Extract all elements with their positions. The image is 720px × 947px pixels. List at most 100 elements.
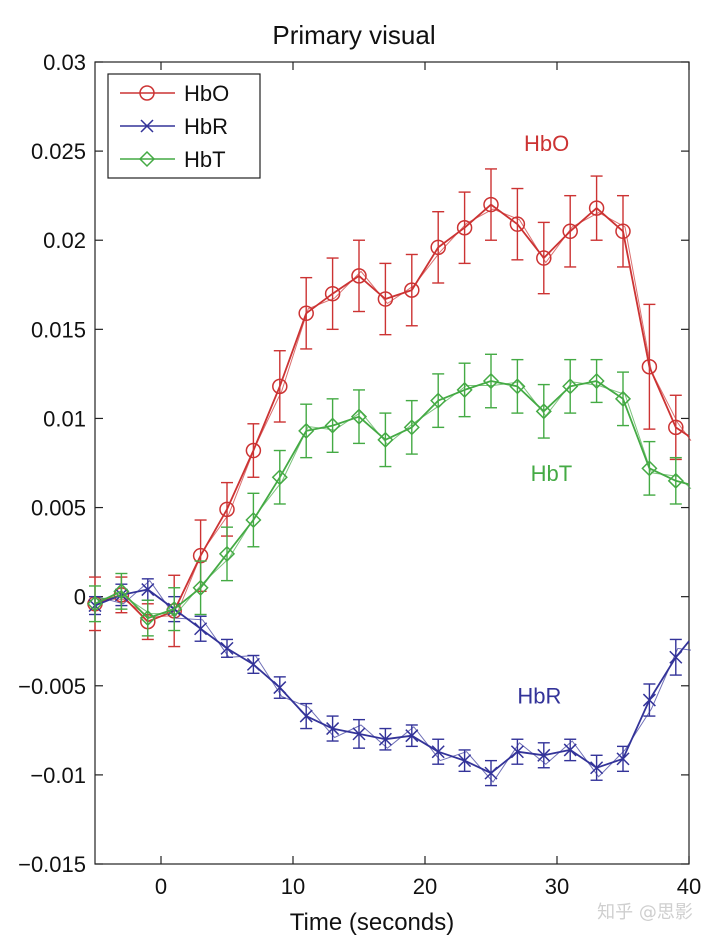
y-tick-label: 0.015 bbox=[31, 317, 86, 342]
series-line bbox=[94, 588, 690, 774]
data-point bbox=[641, 460, 658, 477]
data-point bbox=[245, 511, 262, 529]
y-tick-label: 0.02 bbox=[43, 228, 86, 253]
data-point bbox=[298, 422, 315, 439]
data-point bbox=[166, 601, 183, 618]
data-point bbox=[86, 595, 104, 612]
series-raw-trace bbox=[96, 381, 692, 615]
data-point bbox=[377, 431, 394, 448]
x-tick-label: 10 bbox=[281, 874, 305, 899]
legend-swatch-marker bbox=[140, 119, 154, 133]
data-point bbox=[324, 417, 341, 434]
data-point bbox=[272, 378, 288, 395]
series-line bbox=[94, 203, 690, 623]
legend-label: HbR bbox=[184, 114, 228, 139]
annotation-hbr: HbR bbox=[517, 684, 561, 709]
chart-title: Primary visual bbox=[272, 20, 435, 50]
data-point bbox=[482, 372, 500, 390]
data-point bbox=[377, 291, 394, 307]
legend-item-hbo: HbO bbox=[120, 81, 229, 106]
data-point bbox=[456, 219, 473, 236]
data-point bbox=[667, 472, 684, 489]
y-tick-label: 0.03 bbox=[43, 50, 86, 75]
data-point bbox=[219, 501, 235, 518]
data-point bbox=[405, 729, 419, 743]
data-point bbox=[194, 622, 208, 636]
data-point bbox=[271, 469, 288, 486]
data-point bbox=[430, 239, 446, 256]
data-point bbox=[245, 442, 262, 459]
y-tick-label: 0.005 bbox=[31, 496, 86, 521]
data-point bbox=[537, 748, 551, 762]
data-point bbox=[378, 732, 392, 746]
data-point bbox=[535, 403, 552, 420]
data-point bbox=[113, 583, 130, 600]
legend-label: HbO bbox=[184, 81, 229, 106]
data-point bbox=[141, 583, 155, 597]
data-point bbox=[509, 216, 526, 232]
plot-frame bbox=[94, 61, 690, 865]
data-point bbox=[669, 650, 683, 664]
data-point bbox=[403, 419, 420, 436]
data-point bbox=[299, 709, 313, 723]
data-point bbox=[431, 745, 445, 759]
x-tick-label: 0 bbox=[155, 874, 167, 899]
legend: HbO HbR HbT bbox=[107, 73, 261, 179]
data-point bbox=[298, 305, 314, 322]
x-tick-label: 20 bbox=[413, 874, 437, 899]
data-point bbox=[324, 285, 341, 302]
legend-swatch-marker bbox=[138, 150, 156, 168]
annotations: HbO HbR HbT bbox=[517, 131, 572, 708]
data-point bbox=[351, 268, 367, 284]
data-point bbox=[510, 745, 524, 759]
data-point bbox=[273, 681, 287, 695]
data-point bbox=[458, 754, 472, 768]
data-point bbox=[484, 766, 498, 780]
data-point bbox=[192, 579, 209, 596]
data-point bbox=[509, 378, 526, 395]
data-point bbox=[218, 545, 236, 562]
data-point bbox=[668, 419, 684, 436]
y-tick-label: 0 bbox=[74, 585, 86, 610]
series-hbt bbox=[86, 353, 692, 637]
data-point bbox=[456, 381, 473, 398]
data-point bbox=[588, 372, 605, 390]
x-tick-label: 30 bbox=[545, 874, 569, 899]
y-tick-label: 0.01 bbox=[43, 406, 86, 431]
data-point bbox=[588, 200, 605, 216]
y-tick-label: 0.025 bbox=[31, 139, 86, 164]
y-tick-label: −0.005 bbox=[18, 674, 86, 699]
data-point bbox=[562, 223, 578, 240]
data-point bbox=[614, 390, 632, 407]
data-point bbox=[350, 408, 368, 425]
data-point bbox=[220, 641, 234, 655]
data-point bbox=[246, 657, 260, 671]
legend-label: HbT bbox=[184, 147, 226, 172]
legend-swatch-marker bbox=[139, 85, 155, 101]
legend-item-hbt: HbT bbox=[120, 147, 226, 172]
y-axis: −0.015 −0.01 −0.005 0 0.005 0.01 0.015 0.02 0.02… bbox=[18, 50, 689, 877]
x-axis: 0 10 20 30 40 bbox=[155, 62, 701, 899]
series-layer bbox=[86, 168, 692, 787]
data-point bbox=[352, 727, 366, 741]
series-raw-trace bbox=[96, 579, 692, 783]
data-point bbox=[615, 223, 631, 240]
data-point bbox=[563, 743, 577, 757]
data-point bbox=[562, 378, 579, 395]
data-point bbox=[641, 359, 658, 375]
data-point bbox=[642, 693, 656, 707]
annotation-hbo: HbO bbox=[524, 131, 569, 156]
x-axis-label: Time (seconds) bbox=[290, 909, 454, 936]
data-point bbox=[616, 752, 630, 766]
data-point bbox=[139, 609, 156, 627]
series-hbr bbox=[88, 578, 692, 787]
x-tick-label: 40 bbox=[677, 874, 701, 899]
y-tick-label: −0.015 bbox=[18, 852, 86, 877]
data-point bbox=[590, 761, 604, 775]
y-tick-label: −0.01 bbox=[30, 763, 86, 788]
data-point bbox=[536, 250, 552, 266]
data-point bbox=[404, 282, 420, 298]
annotation-hbt: HbT bbox=[531, 461, 573, 486]
watermark: 知乎 @思影 bbox=[597, 902, 693, 923]
